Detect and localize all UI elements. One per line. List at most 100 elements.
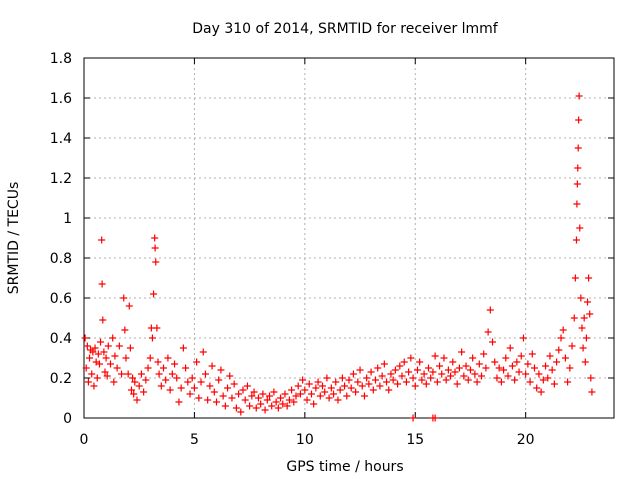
data-point — [224, 384, 232, 392]
data-point — [84, 378, 92, 386]
y-tick-label: 0.6 — [50, 291, 72, 307]
data-point — [431, 352, 439, 360]
data-point — [83, 342, 91, 350]
data-point — [575, 116, 583, 124]
data-point — [294, 382, 302, 390]
data-point — [363, 374, 371, 382]
data-point — [574, 164, 582, 172]
data-point — [458, 348, 466, 356]
data-point — [98, 280, 106, 288]
data-point — [519, 334, 527, 342]
data-point — [574, 144, 582, 152]
data-point — [584, 298, 591, 306]
data-point — [101, 368, 109, 376]
data-point — [100, 348, 108, 356]
data-point — [91, 344, 99, 352]
data-point — [581, 358, 589, 366]
data-point — [336, 386, 344, 394]
data-point — [504, 372, 512, 380]
data-point — [290, 398, 298, 406]
data-point — [99, 316, 107, 324]
data-point — [93, 374, 101, 382]
data-point — [213, 398, 220, 406]
data-point — [133, 396, 141, 404]
data-point — [433, 378, 441, 386]
data-point — [173, 374, 181, 382]
data-point — [327, 384, 335, 392]
data-point — [171, 360, 179, 368]
data-point — [270, 388, 278, 396]
data-point — [254, 394, 262, 402]
data-point — [575, 92, 583, 100]
data-point — [97, 338, 105, 346]
data-point — [153, 324, 161, 332]
data-point — [148, 334, 156, 342]
tick-labels: 0 5 10 15 20 0 0.2 0.4 0.6 0.8 1 1.2 1.4 1.6 1.8 — [50, 51, 535, 448]
data-point — [420, 370, 428, 378]
data-point — [508, 362, 516, 370]
data-point — [444, 366, 452, 374]
data-point — [378, 372, 386, 380]
data-point — [277, 394, 285, 402]
data-point — [81, 334, 89, 342]
data-point — [542, 362, 550, 370]
data-point — [564, 378, 572, 386]
data-point — [559, 326, 567, 334]
data-point — [129, 374, 137, 382]
data-point — [369, 386, 377, 394]
data-point — [343, 392, 351, 400]
data-point — [272, 398, 280, 406]
data-point — [144, 364, 152, 372]
data-point — [506, 344, 514, 352]
data-point — [243, 382, 251, 390]
plot-border — [83, 57, 615, 419]
data-point — [407, 354, 415, 362]
data-point — [460, 372, 468, 380]
data-point — [497, 378, 505, 386]
data-point — [86, 354, 94, 362]
data-point — [502, 354, 510, 362]
y-tick-label: 0 — [63, 411, 72, 427]
data-point — [330, 390, 338, 398]
data-point — [332, 378, 340, 386]
y-tick-label: 1.6 — [50, 91, 72, 107]
data-point — [486, 306, 494, 314]
data-point — [537, 388, 545, 396]
y-tick-label: 0.4 — [50, 331, 72, 347]
chart-title: Day 310 of 2014, SRMTID for receiver lmm… — [192, 21, 499, 37]
data-point — [154, 358, 162, 366]
data-point — [88, 370, 96, 378]
data-point — [124, 370, 132, 378]
data-point — [150, 290, 158, 298]
data-point — [274, 404, 282, 412]
data-point — [471, 370, 479, 378]
data-point — [585, 274, 593, 282]
data-point — [166, 386, 174, 394]
data-point — [263, 396, 271, 404]
data-point — [535, 370, 543, 378]
data-point — [164, 354, 172, 362]
data-point — [438, 370, 446, 378]
data-point — [113, 364, 121, 372]
data-point — [307, 390, 315, 398]
data-point — [206, 382, 214, 390]
data-point — [405, 368, 413, 376]
data-point — [580, 314, 588, 322]
data-point — [515, 368, 523, 376]
data-point — [319, 382, 326, 390]
data-point — [418, 376, 426, 384]
data-point — [409, 374, 417, 382]
data-point — [140, 388, 148, 396]
data-point — [365, 380, 373, 388]
data-point — [157, 382, 165, 390]
data-point — [484, 328, 492, 336]
data-point — [400, 358, 408, 366]
y-tick-label: 1.4 — [50, 131, 72, 147]
data-point — [398, 372, 406, 380]
data-point — [325, 394, 333, 402]
data-point — [252, 404, 260, 412]
data-point — [299, 376, 307, 384]
data-point — [239, 386, 247, 394]
